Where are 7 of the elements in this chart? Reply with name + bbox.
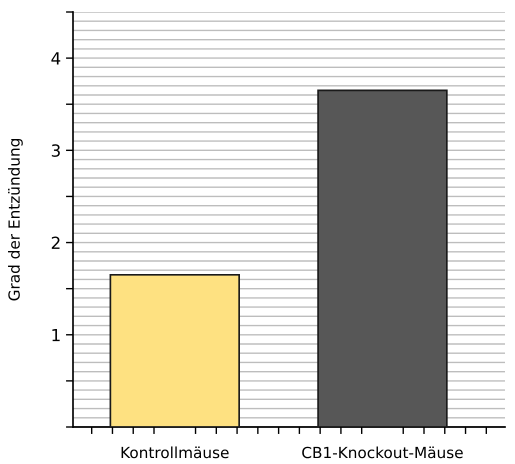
y-tick-label: 4	[51, 52, 60, 64]
y-tick-label: 3	[52, 144, 60, 157]
y-tick-label: 2	[52, 236, 60, 249]
x-tick-label: Kontrollmäuse	[122, 446, 229, 458]
y-tick-label: 1	[52, 328, 60, 342]
x-tick-label: CB1-Knockout-Mäuse	[302, 446, 463, 458]
y-axis-title: Grad der Entzündung	[8, 139, 23, 301]
